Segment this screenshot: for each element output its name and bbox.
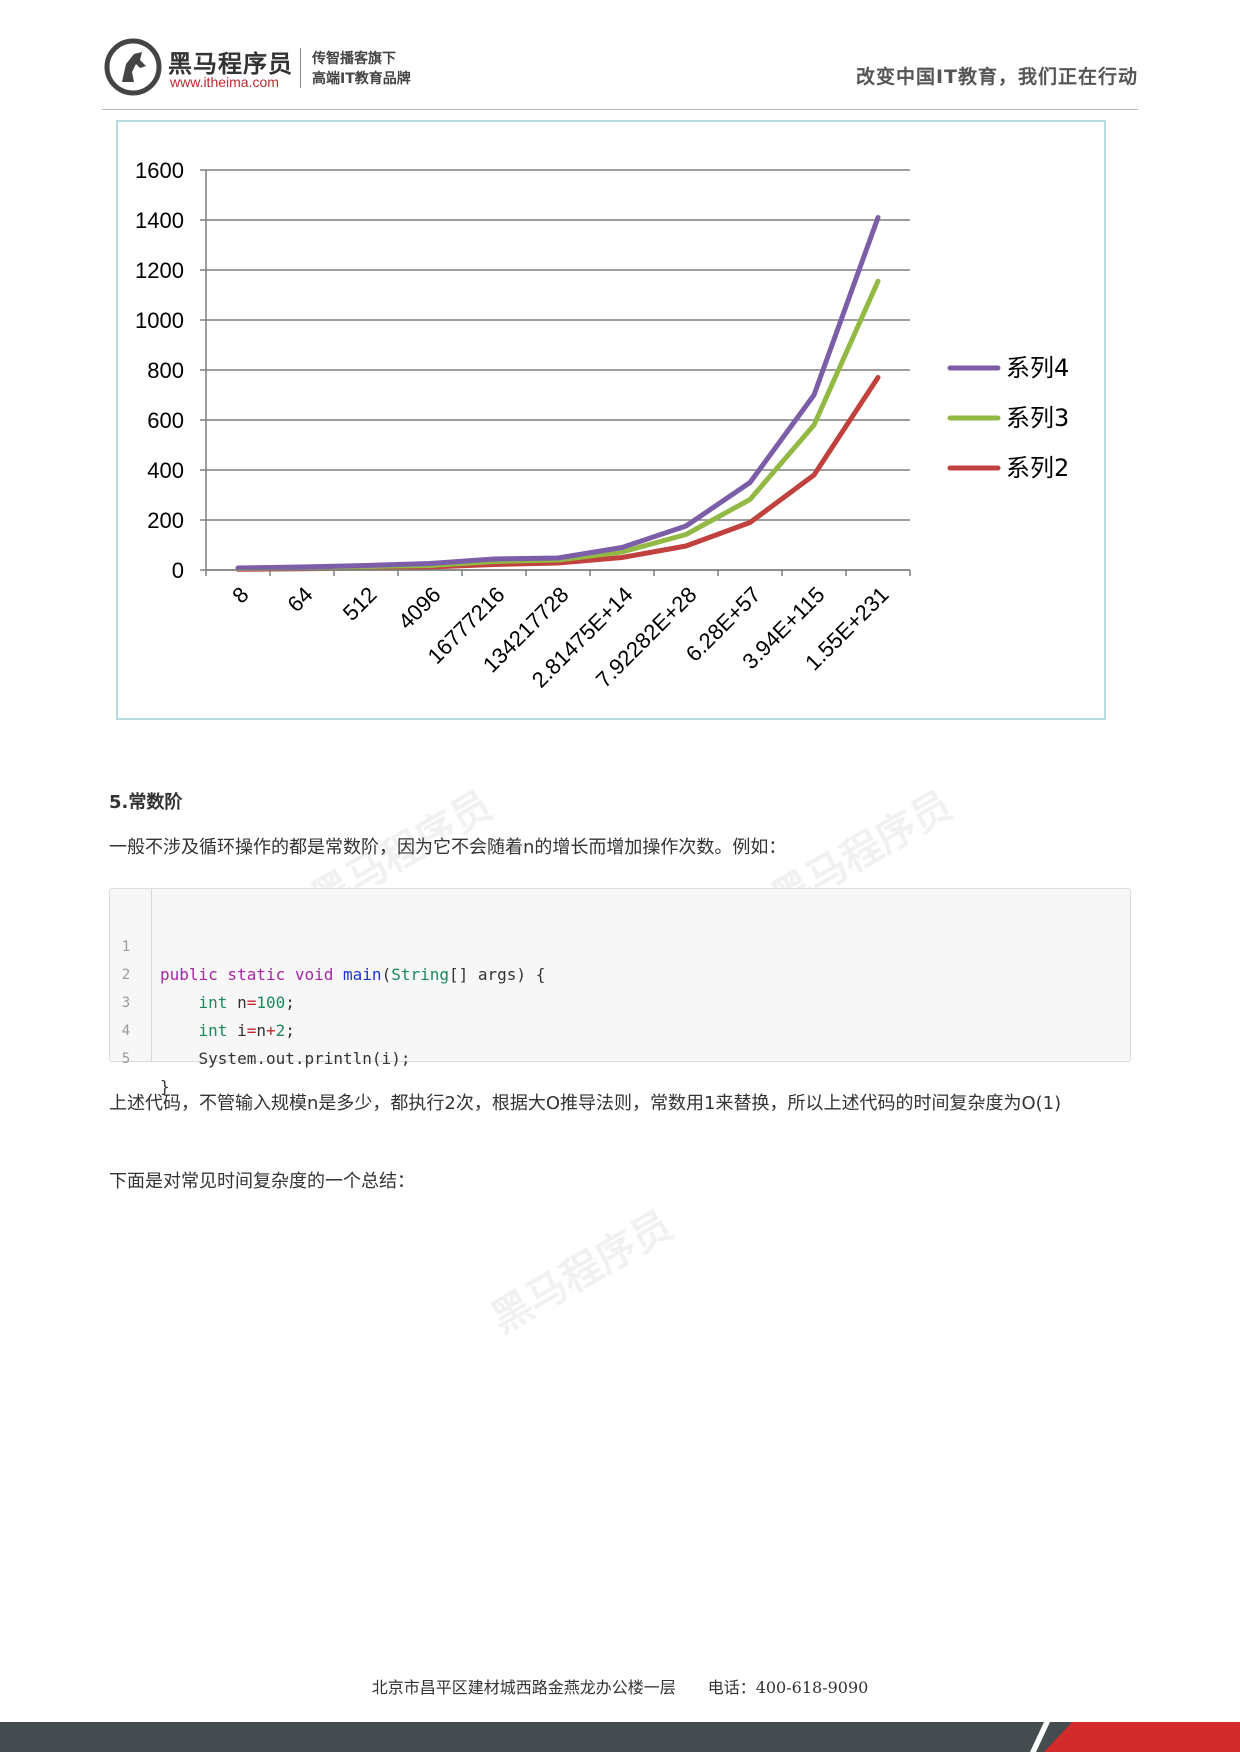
brand-tagline-2: 高端IT教育品牌 bbox=[312, 71, 411, 87]
section-title: 5.常数阶 bbox=[109, 792, 183, 813]
series-line bbox=[235, 278, 881, 571]
y-tick-label: 1200 bbox=[135, 258, 184, 283]
header-divider bbox=[102, 109, 1138, 110]
y-tick-label: 0 bbox=[172, 558, 184, 583]
code-text: ; bbox=[285, 993, 295, 1012]
watermark: 黑马程序员 bbox=[483, 1202, 681, 1343]
brand-separator bbox=[300, 48, 301, 88]
code-type: int bbox=[198, 993, 228, 1012]
y-tick-label: 200 bbox=[147, 508, 184, 533]
horse-logo-icon bbox=[104, 38, 162, 96]
line-number: 1 bbox=[121, 939, 131, 955]
brand-tagline-1: 传智播客旗下 bbox=[312, 51, 396, 67]
code-function: main bbox=[343, 965, 382, 984]
series-line bbox=[235, 215, 881, 571]
legend-label: 系列4 bbox=[1006, 354, 1069, 382]
code-type: String bbox=[391, 965, 449, 984]
paragraph-explanation: 上述代码，不管输入规模n是多少，都执行2次，根据大O推导法则，常数用1来替换，所… bbox=[109, 1093, 1062, 1114]
line-number: 2 bbox=[121, 967, 131, 983]
code-gutter bbox=[110, 889, 152, 1061]
paragraph-intro: 一般不涉及循环操作的都是常数阶，因为它不会随着n的增长而增加操作次数。例如： bbox=[109, 837, 787, 858]
code-line: 1 public static void main(String[] args)… bbox=[110, 905, 1130, 984]
page-header: 黑马程序员 www.itheima.com 传智播客旗下 高端IT教育品牌 改变… bbox=[104, 38, 1138, 104]
code-block: 1 public static void main(String[] args)… bbox=[109, 888, 1131, 1096]
code-line: 3 int i=n+2; bbox=[110, 961, 1130, 1040]
y-tick-label: 800 bbox=[147, 358, 184, 383]
y-tick-label: 600 bbox=[147, 408, 184, 433]
y-tick-label: 1000 bbox=[135, 308, 184, 333]
series-line bbox=[235, 375, 881, 572]
footer-address: 北京市昌平区建材城西路金燕龙办公楼一层 电话：400-618-9090 bbox=[371, 1678, 869, 1697]
code-text: ( bbox=[381, 965, 392, 984]
header-slogan: 改变中国IT教育，我们正在行动 bbox=[855, 66, 1138, 88]
line-number: 4 bbox=[121, 1023, 131, 1039]
code-operator: = bbox=[246, 1021, 257, 1040]
y-tick-label: 400 bbox=[147, 458, 184, 483]
code-operator: = bbox=[246, 993, 257, 1012]
code-text: System.out.println(i); bbox=[198, 1049, 411, 1068]
code-line: 2 int n=100; bbox=[110, 933, 1130, 1012]
code-line: 4 System.out.println(i); bbox=[110, 989, 1130, 1068]
code-text: [] args) { bbox=[449, 965, 546, 984]
code-text: i bbox=[227, 1021, 247, 1040]
code-text: n bbox=[256, 1021, 266, 1040]
brand-name: 黑马程序员 bbox=[168, 50, 293, 78]
code-number: 2 bbox=[275, 1021, 286, 1040]
x-tick-label: 8 bbox=[227, 582, 253, 608]
footer-accent bbox=[1044, 1722, 1240, 1752]
code-line: 5 } bbox=[110, 1017, 1130, 1096]
complexity-chart: 0 200 400 600 800 1000 1200 1400 1600 8 64 512 4096 1… bbox=[116, 120, 1106, 720]
y-tick-label: 1600 bbox=[135, 158, 184, 183]
code-text: ; bbox=[285, 1021, 295, 1040]
x-tick-label: 64 bbox=[283, 582, 318, 617]
code-text: n bbox=[227, 993, 247, 1012]
line-number: 5 bbox=[121, 1051, 131, 1067]
code-text: } bbox=[160, 1077, 170, 1096]
legend-label: 系列2 bbox=[1006, 454, 1069, 482]
code-number: 100 bbox=[256, 993, 286, 1012]
x-tick-label: 512 bbox=[338, 582, 382, 626]
code-type: int bbox=[198, 1021, 228, 1040]
line-number: 3 bbox=[121, 995, 131, 1011]
legend-label: 系列3 bbox=[1006, 404, 1069, 432]
paragraph-summary-intro: 下面是对常见时间复杂度的一个总结： bbox=[109, 1171, 415, 1192]
brand-url: www.itheima.com bbox=[170, 74, 279, 90]
x-tick-label: 4096 bbox=[393, 582, 445, 634]
code-keyword: public static void bbox=[160, 965, 334, 984]
code-operator: + bbox=[265, 1021, 276, 1040]
y-tick-label: 1400 bbox=[135, 208, 184, 233]
